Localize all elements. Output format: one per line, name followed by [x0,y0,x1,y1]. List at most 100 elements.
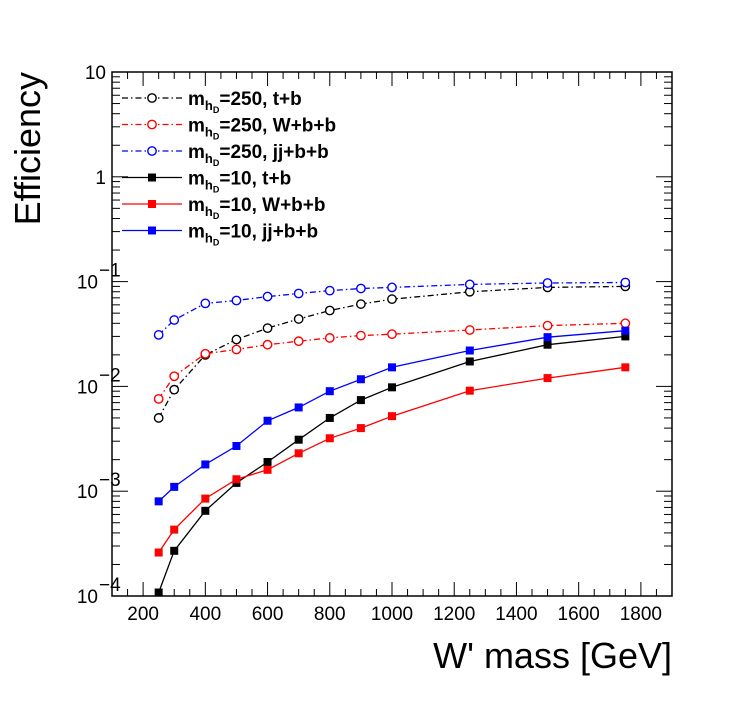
data-point [325,387,334,396]
data-point [293,314,304,324]
y-tick-label: 10 [85,63,106,84]
series-line [158,322,626,400]
data-point [355,330,366,341]
data-point [356,424,365,433]
data-point [464,325,475,335]
series-line [158,285,626,419]
data-point [262,323,273,333]
data-point [324,285,335,296]
data-point [231,295,242,306]
data-point [231,344,242,355]
data-point [232,441,241,450]
legend-marker [148,173,156,182]
legend-entry-5: mhD=10, W+b+b [122,195,325,221]
data-point [388,412,396,421]
data-point [465,386,474,395]
y-tick-label-exponent: −1 [99,261,121,282]
data-point [356,396,365,405]
data-point [231,334,242,345]
legend-label: mhD=10, jj+b+b [188,222,318,248]
data-point [388,383,396,392]
y-tick-label: 10 [77,587,98,608]
data-point [170,525,179,534]
data-point [387,294,397,305]
y-tick-label: 10 [77,273,98,294]
legend-marker [147,146,157,156]
data-point [325,413,334,422]
data-point [465,357,474,366]
data-point [387,329,397,340]
data-point [263,465,272,474]
data-point [201,506,210,515]
data-point [621,326,630,335]
data-point [355,283,366,294]
data-point [356,375,365,384]
series-line [158,335,626,593]
data-point [325,434,334,443]
data-point [293,336,304,347]
legend-entry-2: mhD=250, W+b+b [122,116,336,142]
y-axis-title: Efficiency [7,72,48,225]
data-point [294,449,303,458]
data-point [543,374,552,383]
x-tick-label: 1800 [620,604,662,625]
data-point [201,494,210,503]
series-3 [153,277,631,340]
data-point [542,278,553,288]
data-point [262,339,273,350]
series-line [158,366,626,553]
legend-entry-4: mhD=10, t+b [122,169,291,195]
legend-marker [147,119,157,130]
data-point [294,435,303,444]
data-point [263,416,272,425]
x-tick-label: 200 [127,604,159,625]
legend-label: mhD=10, W+b+b [188,195,325,221]
x-tick-label: 400 [189,604,221,625]
y-tick-label-exponent: −4 [99,575,121,596]
x-tick-label: 1400 [495,604,537,625]
data-point [388,363,396,372]
x-tick-label: 1600 [558,604,600,625]
y-tick-label-exponent: −2 [99,365,121,386]
y-tick-label: 10 [77,377,98,398]
data-point [169,384,180,395]
data-point [200,298,211,309]
y-tick-label-exponent: −3 [99,470,121,491]
legend-label: mhD=250, t+b [188,89,302,115]
data-point [542,320,553,331]
legend-marker [148,226,156,235]
data-point [324,333,335,343]
legend-label: mhD=250, jj+b+b [188,142,329,168]
data-point [200,348,211,359]
data-point [355,299,366,309]
x-tick-label: 800 [314,604,346,625]
y-tick-label: 10 [77,482,98,503]
data-point [294,403,303,412]
data-point [543,340,552,349]
data-point [169,315,180,325]
x-tick-label: 1000 [371,604,413,625]
data-point [169,371,180,382]
data-point [621,332,630,341]
series-layer [153,277,631,597]
x-tick-label: 600 [252,604,284,625]
data-point [153,330,164,340]
data-point [154,548,163,557]
legend-entry-1: mhD=250, t+b [122,89,302,115]
data-point [153,393,164,404]
data-point [620,277,631,288]
legend-label: mhD=250, W+b+b [188,116,336,142]
data-point [324,305,335,316]
data-point [621,363,630,372]
y-tick-label: 1 [95,168,106,189]
legend-marker [148,200,156,208]
data-point [293,288,304,299]
data-point [153,413,164,423]
data-point [170,546,179,555]
legend-entry-3: mhD=250, jj+b+b [122,142,329,168]
data-point [262,291,273,302]
